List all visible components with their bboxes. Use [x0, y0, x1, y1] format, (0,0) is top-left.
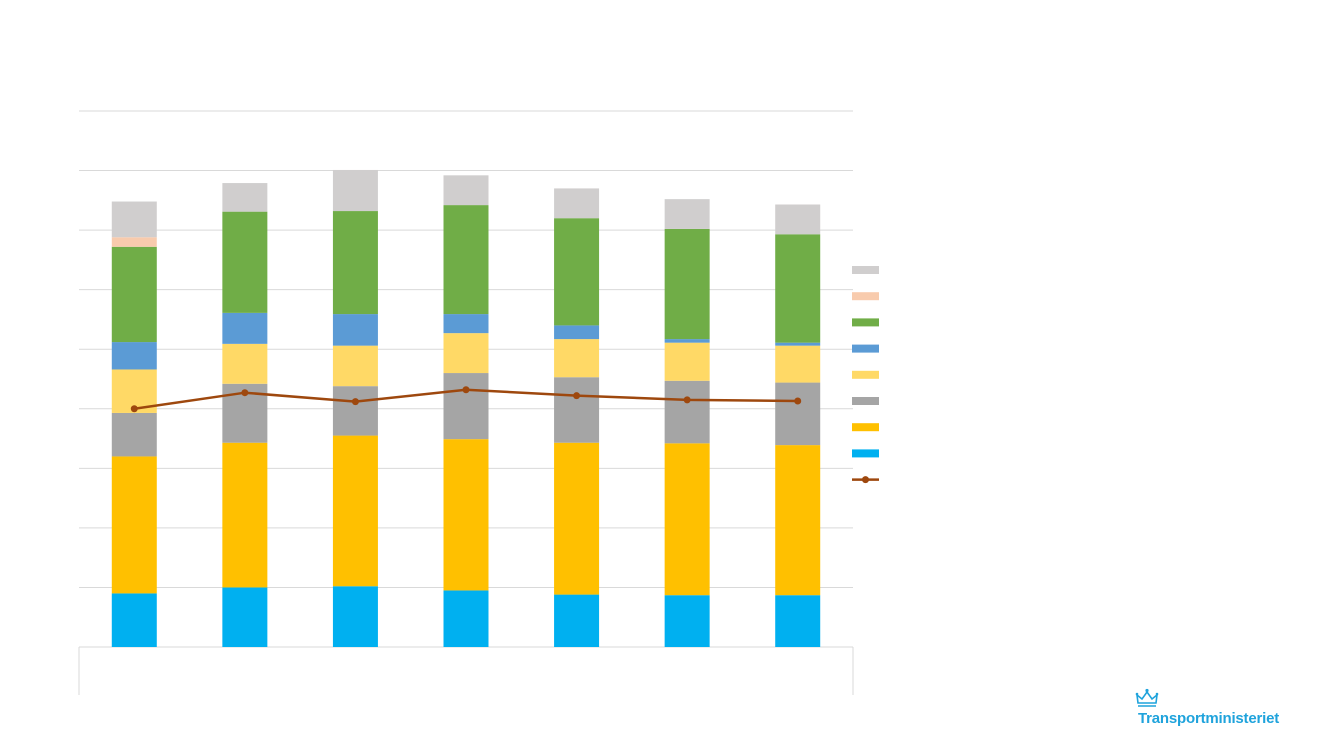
bar-segment [664, 595, 710, 647]
bar-segment [332, 169, 378, 212]
line-point [683, 396, 691, 404]
bar-segment [222, 587, 268, 647]
bar-segment [222, 343, 268, 384]
legend-swatch [852, 370, 879, 379]
line-point [462, 386, 470, 394]
line-point [794, 397, 802, 405]
bar-segment [664, 339, 710, 343]
bar-segment [554, 377, 600, 443]
line-point [241, 389, 249, 397]
bar-segment [443, 314, 489, 334]
bar-segment [111, 201, 157, 238]
bar-segment [554, 188, 600, 219]
legend-swatch [852, 318, 879, 327]
bar-segment [443, 439, 489, 591]
bar-segment [775, 382, 821, 446]
crown-logo-icon [1135, 688, 1159, 708]
bar-segment [222, 183, 268, 212]
bar-segment [554, 594, 600, 647]
bar-segment [332, 211, 378, 315]
bar-segment [111, 237, 157, 247]
bar-segment [332, 586, 378, 647]
bar-segment [775, 342, 821, 346]
line-point [573, 392, 581, 400]
bar-segment [664, 380, 710, 444]
legend-swatch [852, 449, 879, 458]
ministry-logo-text: Transportministeriet [1138, 710, 1280, 727]
line-point [351, 398, 359, 406]
bar-segment [554, 218, 600, 326]
bar-segment [664, 342, 710, 381]
bar-segment [443, 590, 489, 647]
legend-swatch [852, 292, 879, 301]
bar-segment [332, 386, 378, 436]
bar-segment [111, 412, 157, 457]
bar-segment [443, 205, 489, 315]
bar-segment [111, 593, 157, 647]
bar-segment [111, 342, 157, 370]
line-point [130, 405, 138, 413]
bar-segment [222, 312, 268, 344]
bar-segment [222, 442, 268, 588]
bar-segment [443, 373, 489, 440]
bar-segment [332, 345, 378, 387]
bar-segment [664, 199, 710, 229]
bar-segment [443, 333, 489, 374]
bar-segment [775, 595, 821, 647]
legend-line-marker [862, 476, 869, 484]
bar-segment [775, 345, 821, 383]
legend-swatch [852, 397, 879, 405]
bar-segment [222, 211, 268, 313]
legend-swatch [852, 266, 879, 274]
bar-segment [554, 325, 600, 340]
bar-segment [332, 435, 378, 587]
bar-segment [775, 204, 821, 235]
bar-segment [554, 442, 600, 595]
bar-segment [664, 443, 710, 596]
legend-swatch [852, 344, 879, 353]
bar-segment [111, 246, 157, 343]
bar-segment [332, 314, 378, 346]
bar-segment [775, 445, 821, 596]
bar-segment [443, 175, 489, 206]
bar-segment [554, 339, 600, 378]
bar-segment [664, 228, 710, 340]
bar-segment [111, 456, 157, 594]
bar-segment [775, 234, 821, 343]
legend-swatch [852, 423, 879, 432]
